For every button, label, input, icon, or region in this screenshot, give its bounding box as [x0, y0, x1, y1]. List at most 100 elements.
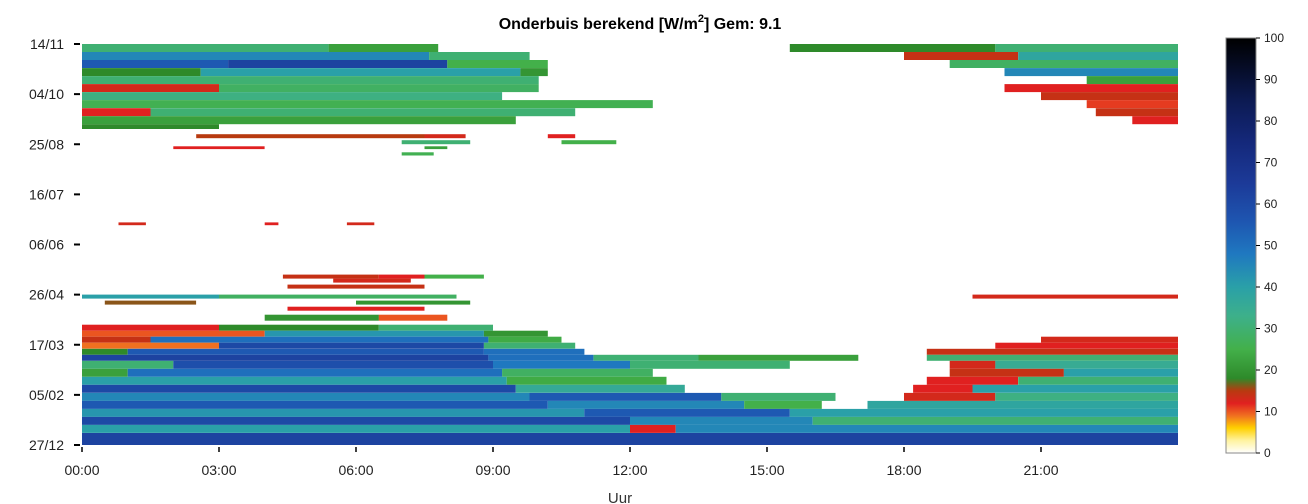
colorbar-tick-label: 30	[1264, 322, 1278, 336]
heatmap-band	[118, 222, 146, 226]
heatmap-band	[82, 360, 174, 369]
heatmap-band	[82, 68, 201, 77]
heatmap-band	[219, 324, 379, 331]
x-tick-label: 15:00	[749, 462, 784, 478]
heatmap-band	[593, 354, 699, 361]
heatmap-band	[82, 124, 219, 129]
heatmap-band	[264, 314, 379, 321]
heatmap-band	[867, 400, 1178, 409]
heatmap-band	[356, 300, 471, 305]
heatmap-band	[346, 222, 375, 226]
heatmap-band	[483, 348, 585, 355]
heatmap-band	[995, 342, 1178, 349]
x-tick-label: 06:00	[338, 462, 373, 478]
y-tick-label: 14/11	[30, 36, 64, 52]
colorbar-tick-label: 20	[1264, 363, 1278, 377]
heatmap-cells	[82, 44, 1178, 445]
y-tick-label: 25/08	[29, 136, 64, 152]
heatmap-band	[926, 354, 1178, 361]
heatmap-band	[219, 294, 457, 299]
x-tick-label: 09:00	[475, 462, 510, 478]
heatmap-band	[264, 330, 484, 337]
heatmap-band	[493, 360, 630, 369]
heatmap-band	[82, 348, 128, 355]
heatmap-band	[584, 408, 790, 417]
heatmap-band	[529, 392, 722, 401]
x-tick-label: 00:00	[64, 462, 99, 478]
heatmap-band	[127, 368, 503, 377]
x-tick-label: 18:00	[886, 462, 921, 478]
heatmap-band	[789, 408, 1178, 417]
heatmap-band	[949, 60, 1178, 68]
heatmap-band	[424, 134, 466, 139]
heatmap-band	[82, 336, 151, 343]
colorbar-tick-label: 60	[1264, 197, 1278, 211]
heatmap-band	[789, 44, 996, 52]
heatmap-band	[488, 336, 562, 343]
heatmap-band	[82, 376, 507, 385]
heatmap-band	[401, 140, 471, 145]
heatmap-band	[82, 424, 630, 433]
heatmap-band	[82, 368, 128, 377]
colorbar-tick-label: 0	[1264, 446, 1271, 460]
heatmap-band	[520, 68, 548, 77]
heatmap-band	[82, 433, 1178, 445]
y-tick-label: 26/04	[29, 287, 64, 303]
heatmap-band	[104, 300, 197, 305]
colorbar-tick-label: 40	[1264, 280, 1278, 294]
heatmap-band	[630, 360, 790, 369]
heatmap-band	[82, 108, 151, 117]
y-tick-label: 04/10	[29, 86, 64, 102]
colorbar-ticks: 0 10 20 30 40 50 60 70 80 90 100	[1256, 31, 1284, 460]
heatmap-band	[333, 278, 411, 283]
heatmap-band	[378, 314, 448, 321]
x-axis: 00:00 03:00 06:00 09:00 12:00 15:00 18:00 21:00	[64, 447, 1059, 478]
heatmap-band	[506, 376, 667, 385]
heatmap-band	[630, 416, 813, 425]
x-tick-label: 03:00	[201, 462, 236, 478]
heatmap-band	[904, 52, 1019, 60]
heatmap-band	[200, 68, 521, 77]
heatmap-band	[972, 294, 1178, 299]
x-tick-label: 12:00	[612, 462, 647, 478]
heatmap-band	[82, 52, 430, 60]
heatmap-band	[196, 134, 425, 139]
heatmap-band	[82, 294, 219, 299]
heatmap-band	[926, 348, 1178, 355]
heatmap-band	[1132, 116, 1178, 125]
heatmap-band	[82, 354, 489, 361]
chart-title-main: Onderbuis berekend [W/m	[499, 16, 698, 33]
y-tick-label: 17/03	[29, 337, 64, 353]
y-axis: 14/11 04/10 25/08 16/07 06/06 26/04 17/03 05/02…	[29, 36, 80, 453]
heatmap-band	[926, 376, 1019, 385]
heatmap-band	[82, 44, 329, 52]
heatmap-band	[1004, 84, 1178, 93]
heatmap-band	[82, 408, 585, 417]
heatmap-band	[228, 60, 448, 68]
heatmap-band	[82, 400, 548, 409]
colorbar: 0 10 20 30 40 50 60 70 80 90 100	[1225, 31, 1284, 460]
heatmap-band	[264, 222, 279, 226]
heatmap-band	[1041, 336, 1178, 343]
heatmap-band	[972, 384, 1178, 393]
heatmap-band	[698, 354, 859, 361]
heatmap-band	[1086, 100, 1178, 109]
heatmap-band	[424, 146, 448, 150]
heatmap-band	[488, 354, 594, 361]
x-axis-label: Uur	[608, 490, 632, 504]
heatmap-band	[82, 116, 516, 125]
heatmap-band	[913, 384, 973, 393]
heatmap-band	[82, 324, 219, 331]
heatmap-band	[547, 400, 745, 409]
colorbar-tick-label: 100	[1264, 31, 1284, 45]
heatmap-band	[1095, 108, 1178, 117]
heatmap-band	[1063, 368, 1178, 377]
heatmap-band	[483, 342, 576, 349]
heatmap-band	[150, 336, 489, 343]
heatmap-band	[429, 52, 530, 60]
heatmap-band	[949, 360, 996, 369]
heatmap-band	[82, 416, 630, 425]
chart-title: Onderbuis berekend [W/m2] Gem: 9.1	[499, 13, 782, 33]
heatmap-band	[812, 416, 1178, 425]
